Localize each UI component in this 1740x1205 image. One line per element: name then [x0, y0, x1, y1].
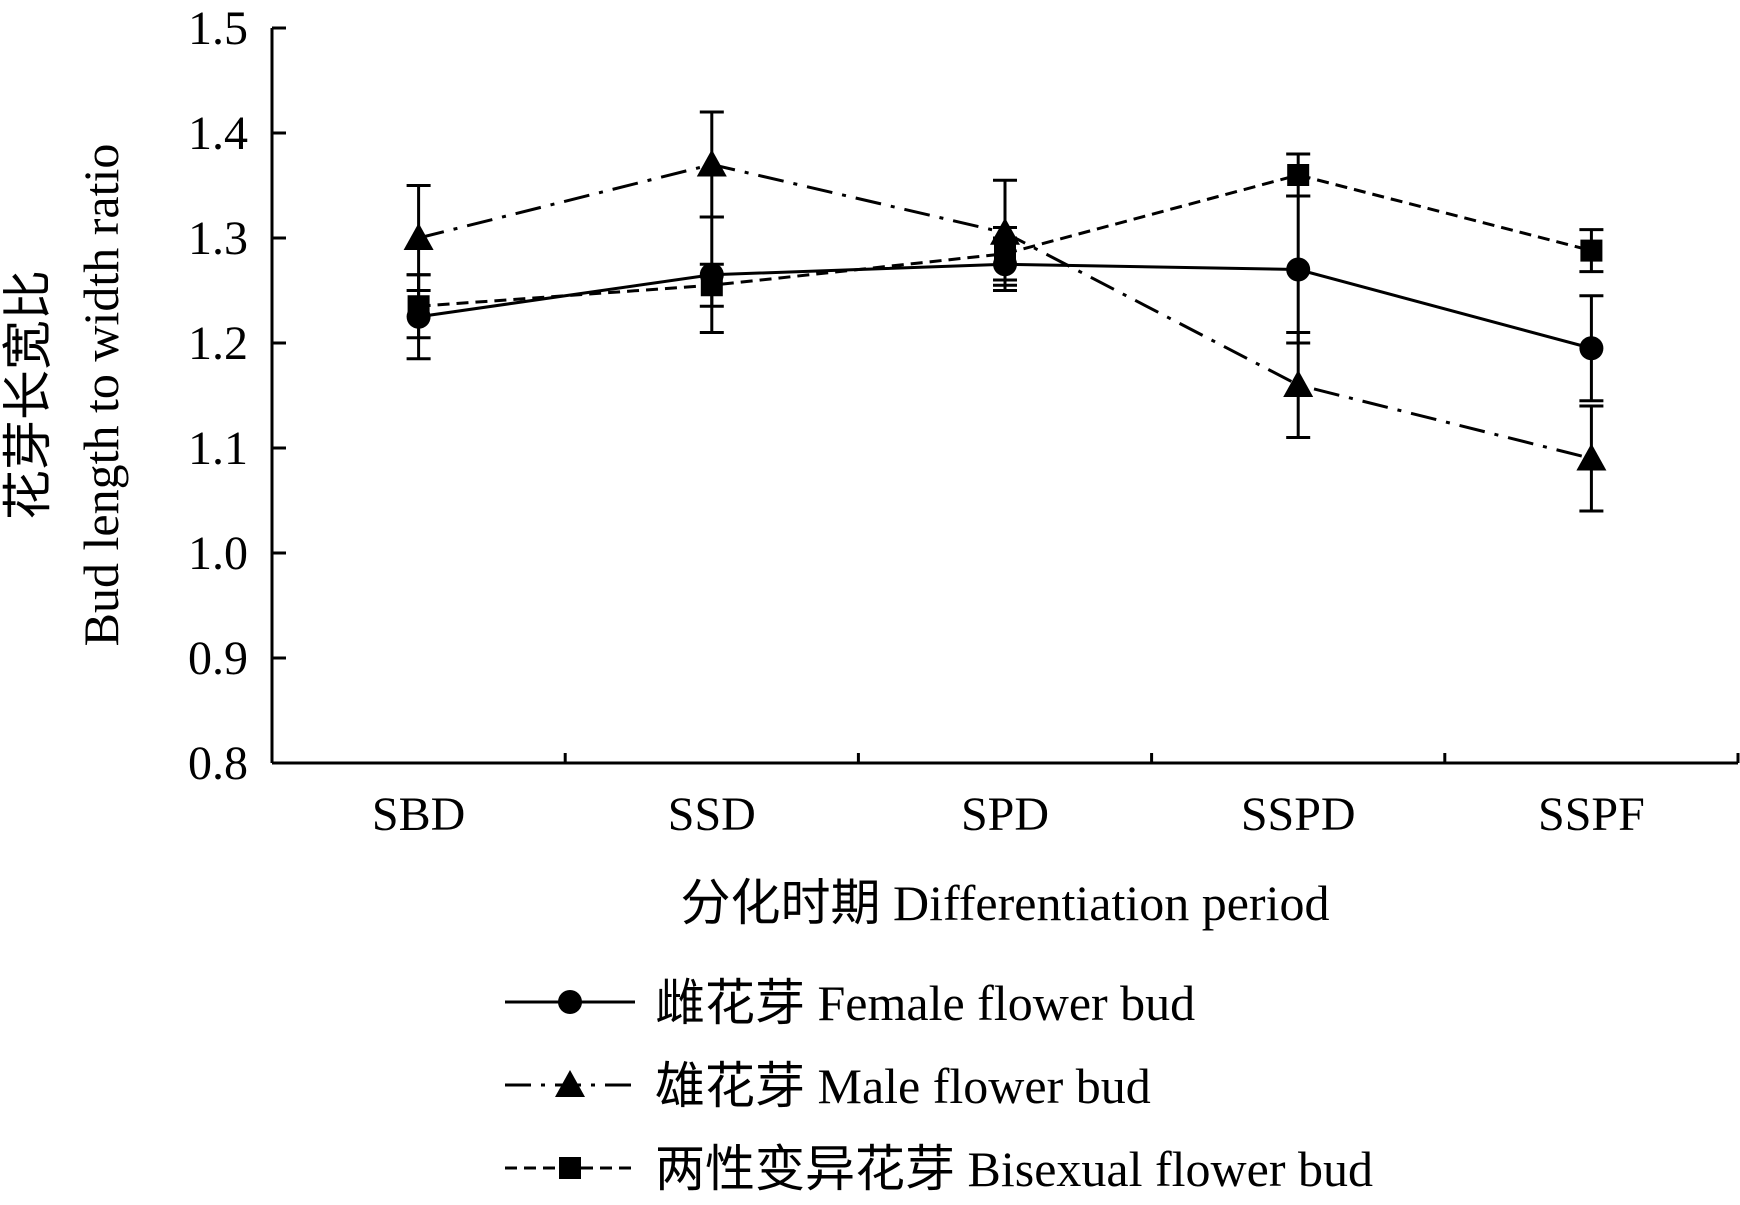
- y-tick-label: 1.1: [188, 422, 248, 475]
- y-tick-label: 1.0: [188, 527, 248, 580]
- data-point: [407, 295, 430, 318]
- x-axis-title: 分化时期 Differentiation period: [681, 875, 1330, 931]
- data-point: [1283, 370, 1314, 397]
- series-line: [418, 173, 1592, 308]
- legend-marker: [555, 1070, 585, 1097]
- y-tick-label: 1.2: [188, 317, 248, 370]
- data-point: [1579, 336, 1604, 361]
- x-tick-label: SSPD: [1241, 788, 1356, 841]
- x-tick-label: SPD: [961, 788, 1049, 841]
- y-axis-title-en: Bud length to width ratio: [73, 144, 129, 647]
- data-point: [994, 242, 1016, 265]
- y-tick-label: 0.8: [188, 737, 248, 790]
- legend-entry: 雌花芽 Female flower bud: [505, 975, 1195, 1031]
- y-axis-title: 花芽长宽比 Bud length to width ratio: [0, 144, 129, 647]
- x-tick-label: SSPF: [1538, 788, 1645, 841]
- series-triangle: [403, 110, 1607, 513]
- legend-label: 两性变异花芽 Bisexual flower bud: [655, 1141, 1373, 1197]
- legend-entry: 两性变异花芽 Bisexual flower bud: [505, 1141, 1373, 1197]
- data-point: [1287, 164, 1310, 186]
- y-axis-title-cn: 花芽长宽比: [0, 270, 56, 520]
- legend-label: 雄花芽 Male flower bud: [655, 1058, 1151, 1114]
- legend-entry: 雄花芽 Male flower bud: [505, 1058, 1151, 1114]
- data-point: [403, 223, 434, 250]
- legend: 雌花芽 Female flower bud 雄花芽 Male flower bud…: [505, 975, 1373, 1197]
- y-tick-label: 1.5: [188, 2, 248, 55]
- x-tick-label: SBD: [372, 788, 465, 841]
- legend-marker: [558, 990, 582, 1014]
- data-point: [1286, 257, 1311, 282]
- y-tick-label: 0.9: [188, 632, 248, 685]
- axes: 0.8 0.9 1.0 1.1 1.2 1.3 1.4 1.5 SBD SSD SPD SSPD SSP…: [0, 2, 1740, 931]
- legend-label: 雌花芽 Female flower bud: [655, 975, 1195, 1031]
- series-square: [406, 152, 1604, 340]
- legend-marker: [559, 1157, 581, 1179]
- data-point: [696, 149, 727, 177]
- data-point: [700, 274, 723, 297]
- x-tick-label: SSD: [668, 788, 756, 841]
- y-tick-label: 1.4: [188, 107, 248, 160]
- series-layer: [403, 110, 1607, 513]
- data-point: [1576, 443, 1607, 471]
- data-point: [1580, 239, 1603, 262]
- y-tick-label: 1.3: [188, 212, 248, 265]
